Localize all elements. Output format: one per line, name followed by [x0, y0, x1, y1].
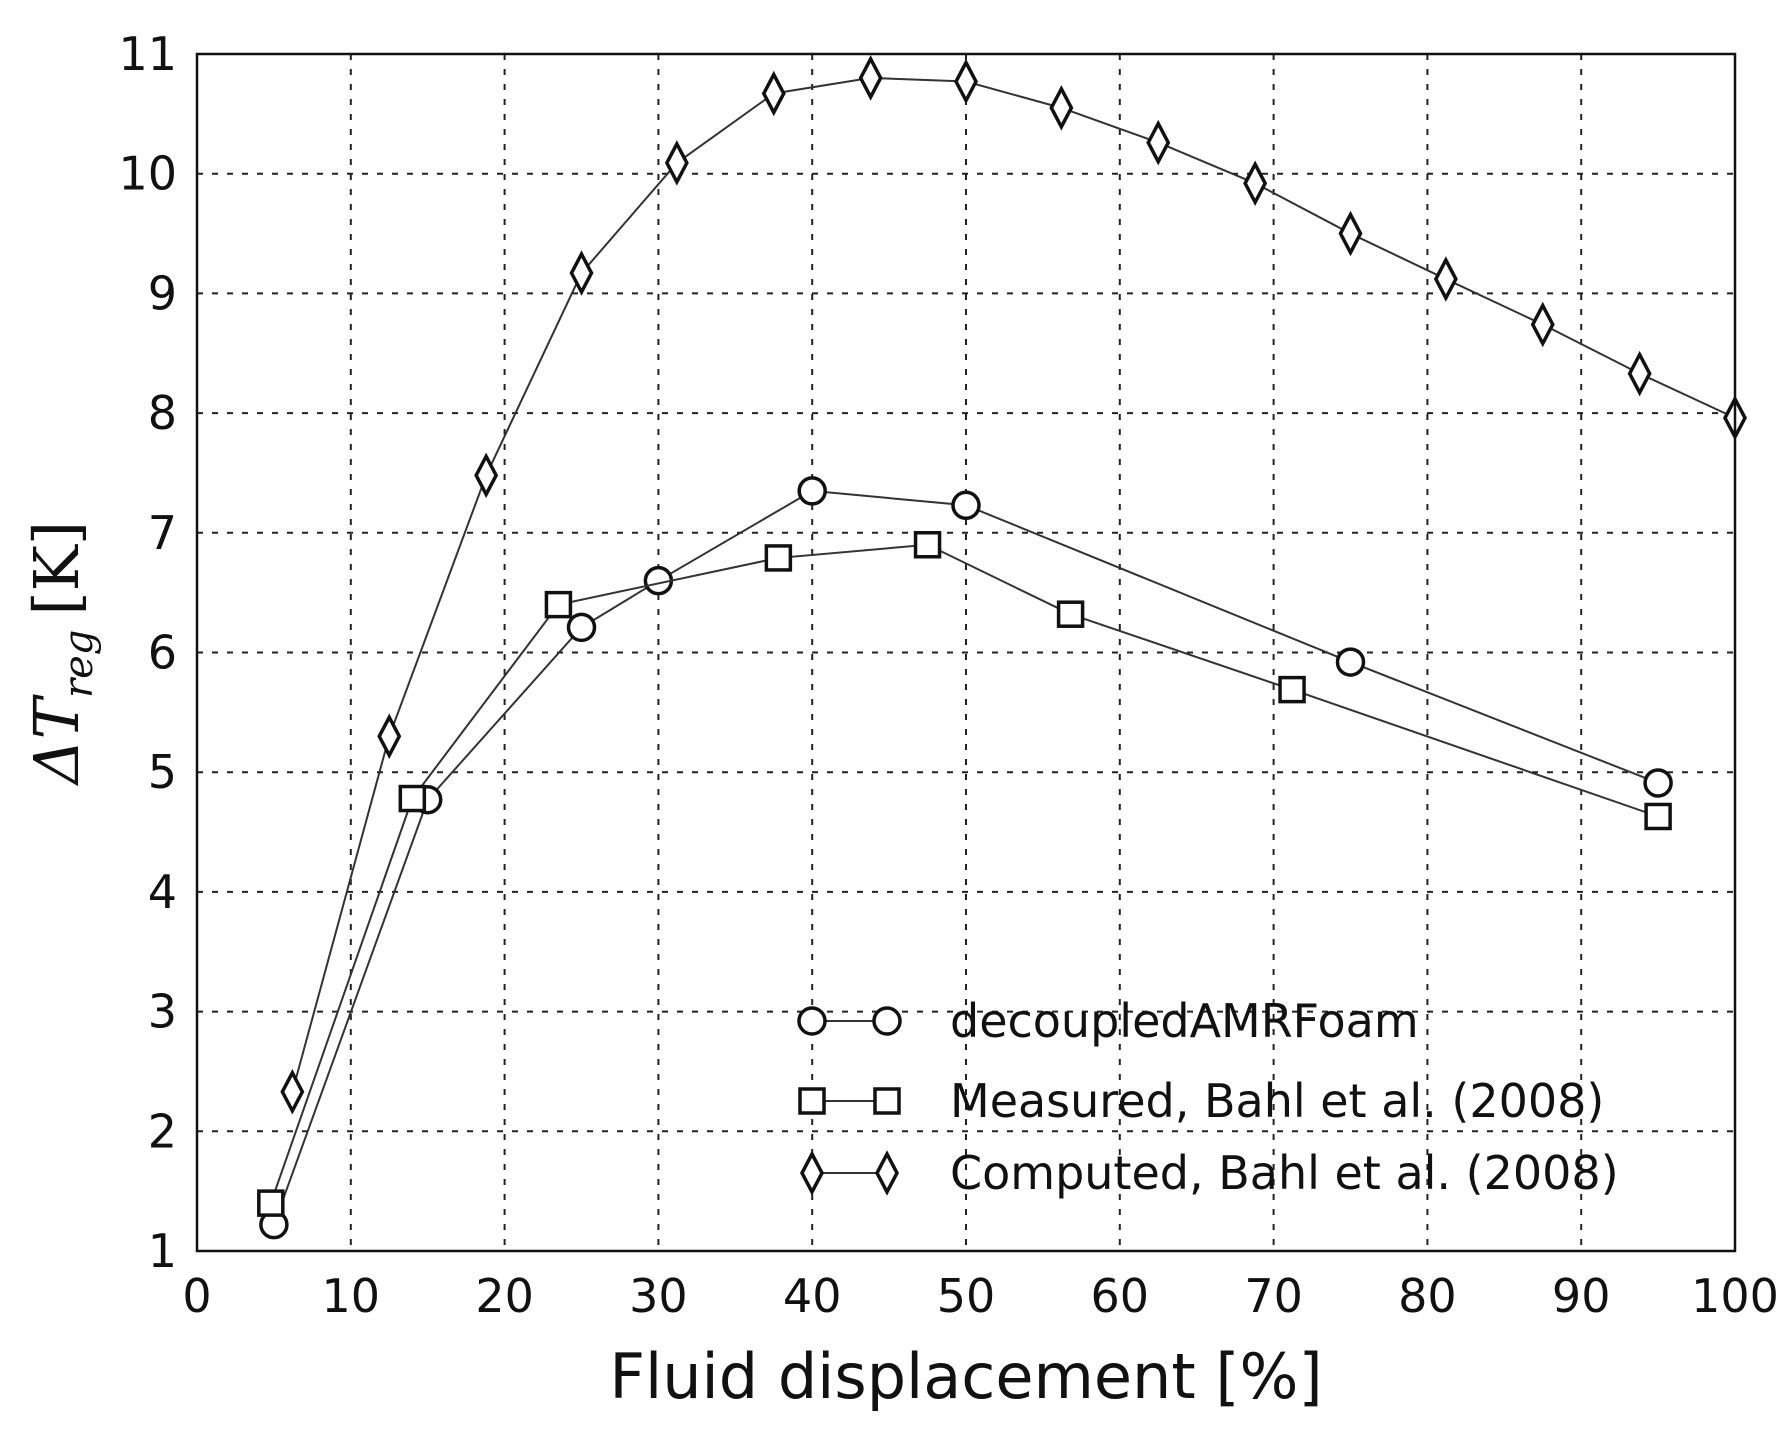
y-axis-title-base: ΔT [20, 693, 93, 786]
diamond-marker [1338, 210, 1363, 257]
y-tick-label: 9 [148, 266, 177, 320]
x-tick-label: 20 [475, 1269, 534, 1323]
x-tick-label: 40 [783, 1269, 842, 1323]
legend-item: Computed, Bahl et al. (2008) [800, 1146, 1619, 1200]
circle-marker [566, 612, 597, 643]
circle-marker [797, 1006, 827, 1036]
diamond-marker [569, 250, 594, 296]
x-tick-label: 80 [1398, 1269, 1457, 1323]
x-tick-label: 0 [182, 1269, 211, 1323]
square-marker [913, 531, 942, 559]
square-marker [398, 784, 427, 813]
circle-marker [797, 476, 827, 506]
circle-marker [1643, 768, 1673, 798]
x-tick-label: 70 [1244, 1269, 1303, 1323]
square-marker [544, 590, 573, 619]
y-tick-label: 3 [148, 985, 177, 1039]
diamond-marker [280, 1069, 305, 1115]
square-marker [798, 1087, 826, 1115]
y-tick-label: 10 [118, 147, 177, 201]
diamond-marker [1433, 256, 1458, 302]
y-tick-label: 2 [148, 1104, 177, 1158]
grid [197, 54, 1735, 1251]
x-tick-label: 100 [1691, 1269, 1779, 1323]
x-tick-label: 30 [629, 1269, 688, 1323]
diamond-marker [1146, 119, 1171, 166]
legend: decoupledAMRFoam Measured, Bahl et al. (2… [797, 994, 1619, 1200]
diamond-marker [1243, 160, 1268, 207]
legend-item: Measured, Bahl et al. (2008) [798, 1074, 1604, 1128]
diamond-marker [474, 452, 499, 499]
series-line [269, 543, 1659, 1204]
x-tick-labels: 0 10 20 30 40 50 60 70 80 90 100 [182, 1269, 1779, 1323]
diamond-marker [1530, 301, 1555, 348]
square-marker [873, 1087, 901, 1115]
square-marker [1056, 600, 1085, 628]
diamond-marker [761, 70, 786, 117]
diamond-marker [858, 55, 883, 101]
y-tick-labels: 1 2 3 4 5 6 7 8 9 10 11 [118, 27, 177, 1278]
legend-label: Computed, Bahl et al. (2008) [950, 1146, 1619, 1200]
legend-label: decoupledAMRFoam [950, 994, 1419, 1048]
y-tick-label: 5 [148, 745, 177, 799]
square-marker [1278, 675, 1306, 704]
series-line [272, 489, 1659, 1226]
diamond-marker [1049, 85, 1074, 131]
circle-marker [1335, 647, 1366, 677]
diamond-marker [800, 1150, 824, 1196]
y-tick-label: 1 [148, 1224, 177, 1278]
circle-marker [951, 490, 981, 521]
y-axis-title-unit: [K] [20, 521, 93, 616]
series-group [257, 55, 1747, 1240]
x-tick-label: 10 [322, 1269, 381, 1323]
y-tick-label: 4 [148, 865, 177, 919]
diamond-marker [377, 713, 402, 760]
diamond-marker [875, 1150, 899, 1196]
y-axis-title: ΔTreg [K] [20, 521, 102, 786]
square-marker [257, 1189, 285, 1217]
x-tick-label: 60 [1091, 1269, 1150, 1323]
x-tick-label: 50 [937, 1269, 996, 1323]
square-marker [764, 544, 793, 572]
y-axis-title-sub: reg [56, 630, 102, 698]
y-tick-label: 8 [148, 386, 177, 440]
diamond-marker [1627, 350, 1652, 397]
y-tick-label: 11 [118, 27, 177, 81]
series-line [291, 76, 1736, 1093]
x-axis-title: Fluid displacement [%] [609, 1340, 1322, 1413]
y-tick-label: 7 [148, 506, 177, 560]
diamond-marker [954, 58, 978, 105]
square-marker [1644, 802, 1672, 831]
y-tick-label: 6 [148, 626, 177, 680]
circle-marker [872, 1006, 902, 1036]
series-square [257, 531, 1672, 1217]
x-tick-label: 90 [1552, 1269, 1611, 1323]
legend-item: decoupledAMRFoam [797, 994, 1419, 1048]
diamond-marker [664, 140, 689, 186]
legend-label: Measured, Bahl et al. (2008) [950, 1074, 1604, 1128]
plot-frame [195, 52, 1737, 1253]
series-diamond [280, 55, 1747, 1115]
